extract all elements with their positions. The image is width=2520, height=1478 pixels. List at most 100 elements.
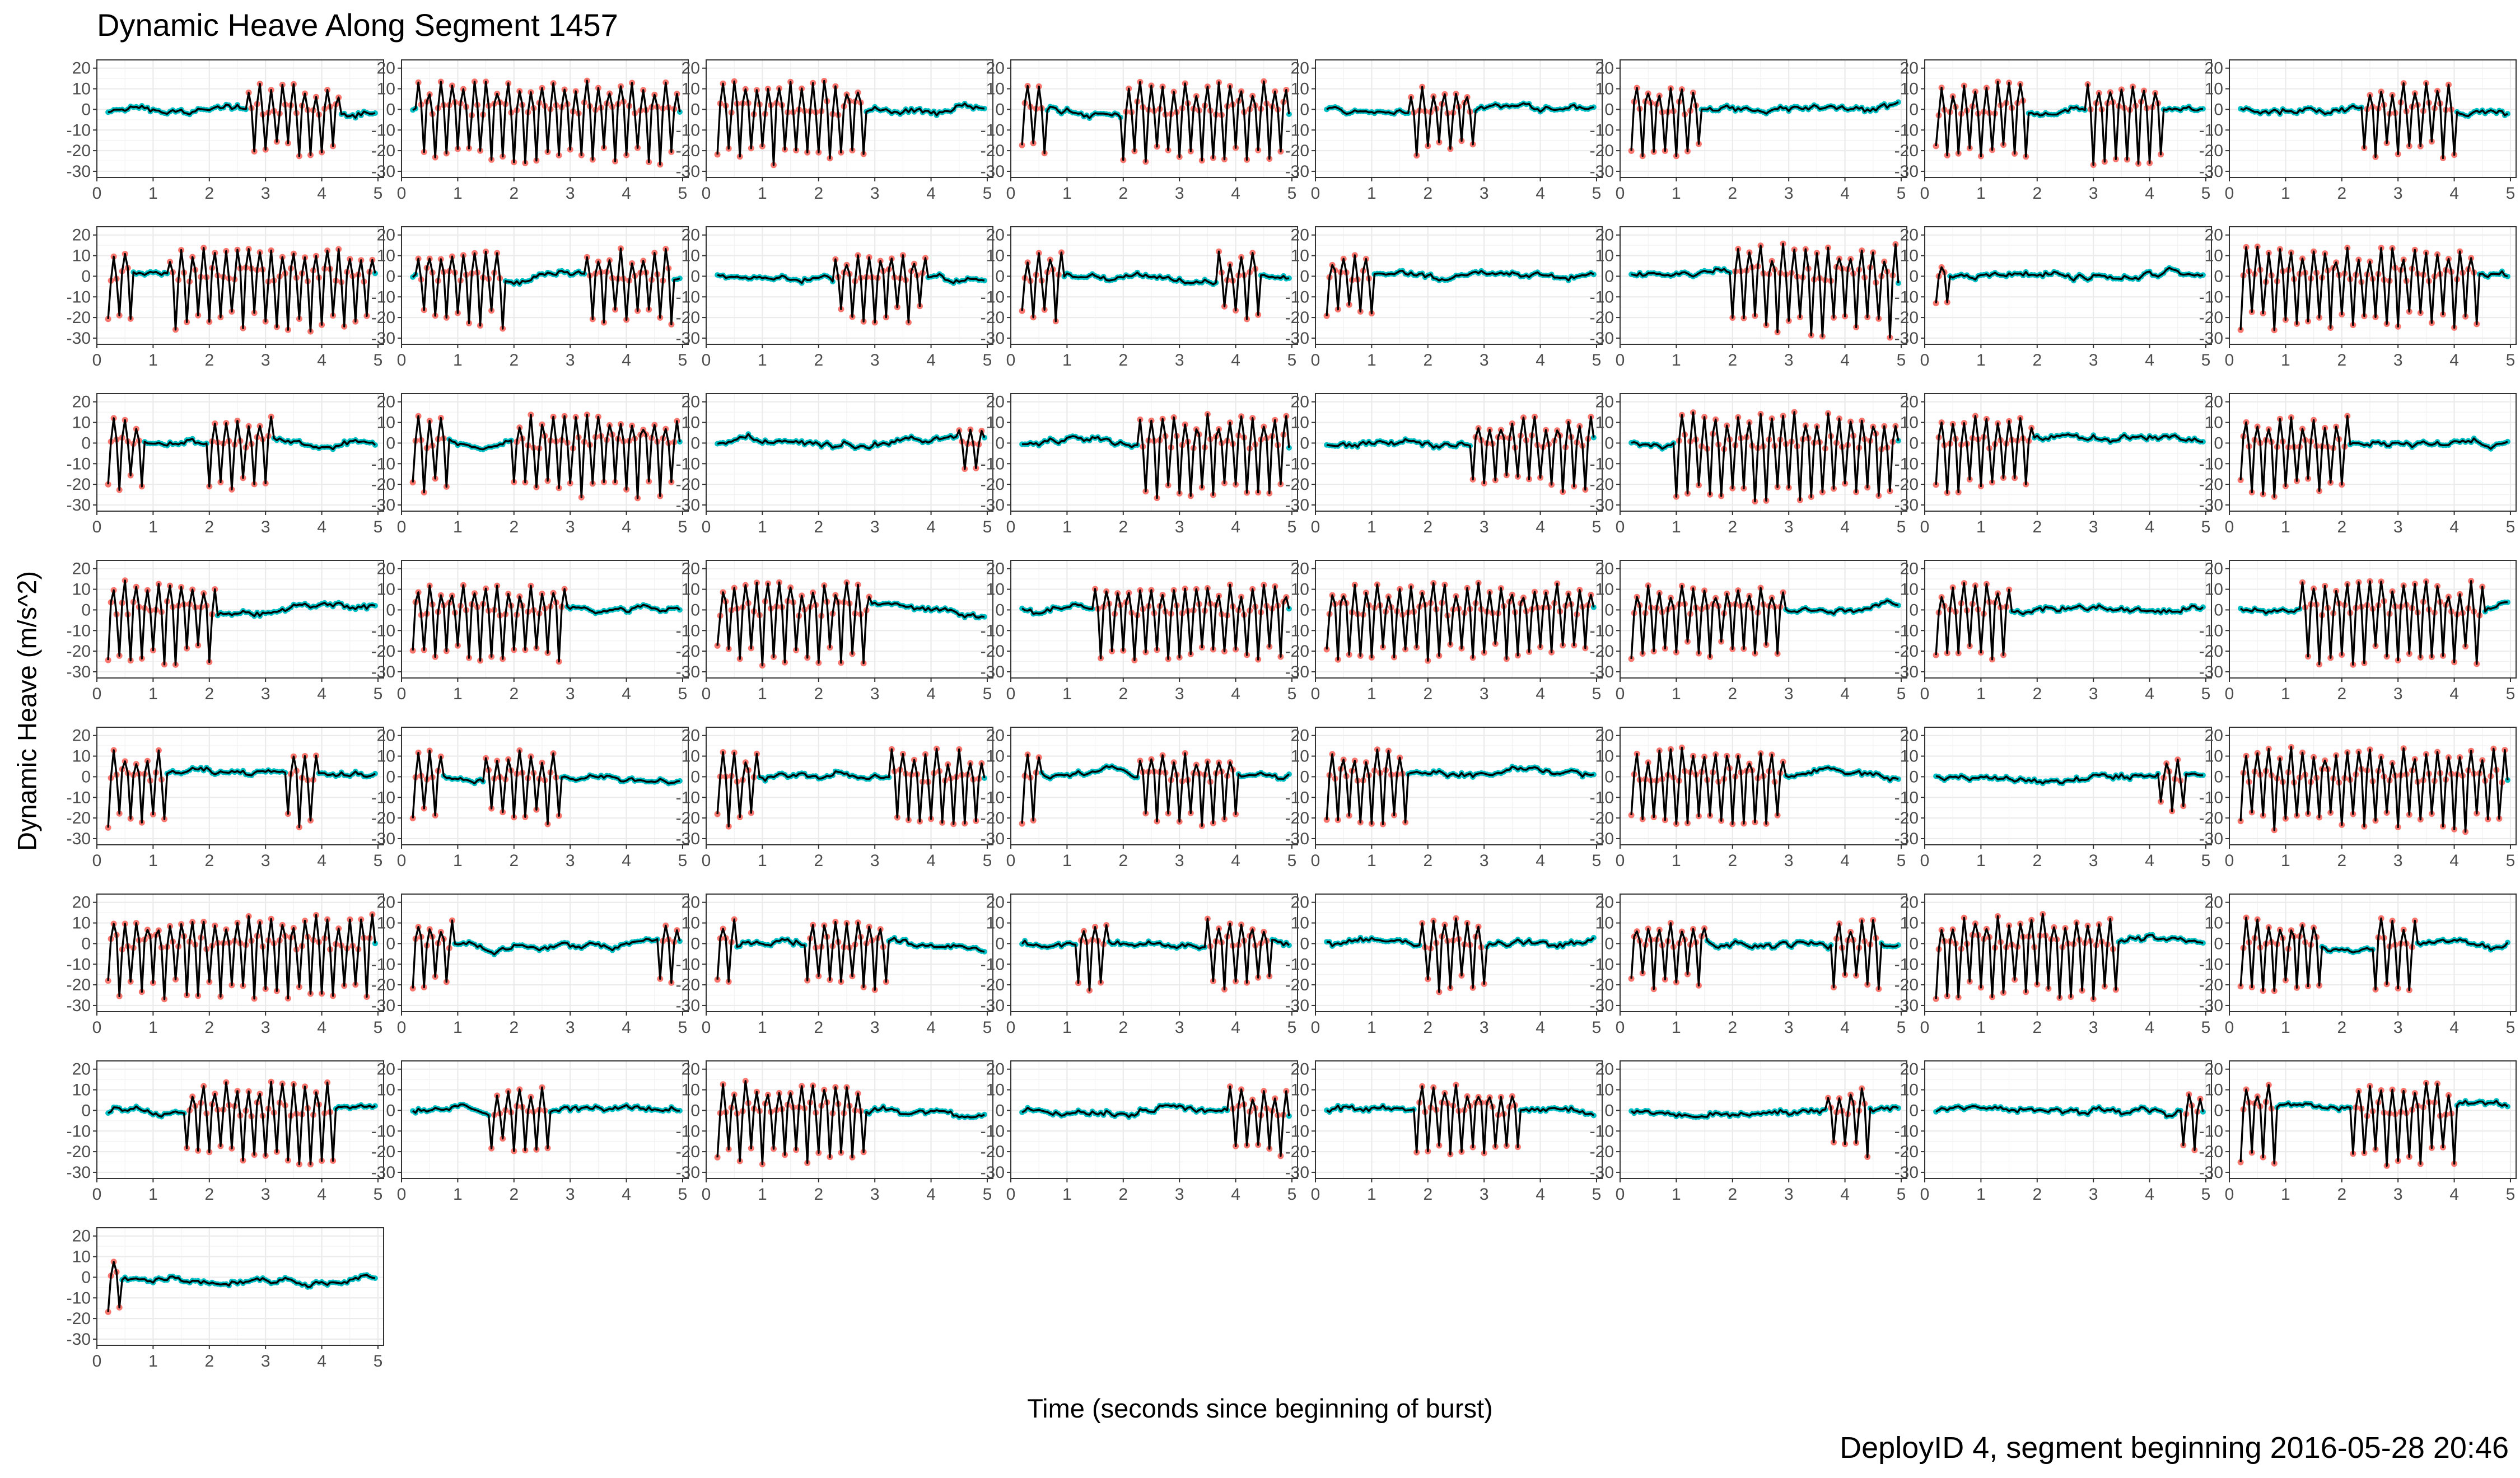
panel-border [401, 393, 689, 512]
y-tick-label: -30 [371, 162, 395, 181]
x-tick-label: 2 [814, 184, 823, 203]
y-tick-label: 0 [1300, 267, 1309, 286]
y-tick-label: 10 [2205, 247, 2223, 265]
y-tick-label: 10 [986, 414, 1005, 432]
x-tick-label: 3 [1480, 351, 1489, 370]
x-tick-label: 2 [1728, 351, 1737, 370]
x-tick-label: 3 [1784, 351, 1794, 370]
x-tick-label: 4 [317, 351, 326, 370]
x-tick-label: 3 [870, 351, 880, 370]
heave-series-line [1326, 254, 1594, 316]
y-tick-label: -30 [1590, 162, 1614, 181]
x-tick-label: 3 [1175, 351, 1184, 370]
y-tick-label: -10 [371, 621, 395, 640]
y-tick-label: -10 [1590, 121, 1614, 139]
y-tick-label: 0 [386, 601, 395, 619]
y-tick-label: -10 [1285, 621, 1309, 640]
x-tick-label: 5 [2506, 184, 2516, 203]
x-tick-label: 4 [2145, 518, 2154, 536]
y-tick-label: -20 [67, 475, 91, 494]
y-tick-label: -10 [67, 621, 91, 640]
panel-border [2229, 226, 2517, 345]
y-tick-label: -10 [2199, 288, 2223, 306]
x-tick-label: 2 [2032, 351, 2042, 370]
x-tick-label: 3 [1784, 184, 1794, 203]
y-tick-label: -20 [676, 475, 700, 494]
x-tick-label: 5 [678, 351, 688, 370]
x-tick-label: 4 [1536, 351, 1545, 370]
x-tick-label: 4 [926, 685, 936, 703]
x-tick-label: 4 [1231, 184, 1240, 203]
y-tick-label: 20 [1900, 560, 1919, 578]
x-tick-label: 3 [261, 518, 270, 536]
y-tick-label: 10 [72, 247, 91, 265]
y-tick-label: 0 [81, 267, 91, 286]
x-tick-label: 4 [2449, 351, 2459, 370]
y-tick-label: -20 [371, 308, 395, 327]
y-tick-label: -30 [2199, 663, 2223, 681]
x-tick-label: 3 [1175, 518, 1184, 536]
x-tick-label: 1 [148, 351, 158, 370]
panel-border [1315, 59, 1603, 178]
x-tick-label: 5 [1897, 518, 1906, 536]
x-tick-label: 2 [2337, 351, 2346, 370]
x-tick-label: 1 [758, 518, 767, 536]
x-tick-label: 1 [1367, 184, 1376, 203]
x-tick-label: 2 [509, 351, 519, 370]
panel-content [2237, 244, 2510, 334]
panel-background [1315, 394, 1602, 511]
y-tick-label: 0 [81, 100, 91, 119]
panel-background [97, 60, 384, 177]
x-tick-label: 3 [2393, 518, 2403, 536]
x-tick-label: 1 [453, 518, 463, 536]
heave-series-line [1935, 81, 2204, 166]
x-tick-label: 2 [204, 351, 214, 370]
x-tick-label: 1 [1062, 184, 1072, 203]
y-tick-label: 20 [1900, 393, 1919, 411]
y-tick-label: 20 [986, 226, 1005, 245]
y-tick-label: 20 [72, 560, 91, 578]
x-tick-label: 0 [2225, 351, 2234, 370]
x-tick-label: 0 [702, 685, 711, 703]
x-tick-label: 2 [2337, 685, 2346, 703]
y-tick-label: -10 [1894, 455, 1919, 473]
x-tick-label: 1 [148, 518, 158, 536]
y-tick-label: 0 [2214, 100, 2223, 119]
x-tick-label: 2 [204, 685, 214, 703]
x-tick-label: 2 [2337, 518, 2346, 536]
heave-series-line [107, 247, 376, 333]
x-tick-label: 2 [1423, 518, 1432, 536]
y-tick-label: -20 [676, 142, 700, 160]
y-tick-label: -20 [1285, 642, 1309, 661]
x-tick-label: 2 [2032, 685, 2042, 703]
x-tick-label: 0 [397, 351, 407, 370]
y-tick-label: 20 [72, 226, 91, 245]
x-tick-label: 0 [397, 685, 407, 703]
x-tick-label: 4 [622, 351, 631, 370]
y-tick-label: 0 [995, 434, 1005, 452]
x-tick-label: 2 [1423, 351, 1432, 370]
panel-content [715, 426, 987, 472]
x-tick-label: 2 [509, 184, 519, 203]
x-tick-label: 3 [261, 685, 270, 703]
y-tick-label: -20 [1285, 142, 1309, 160]
x-tick-label: 5 [983, 351, 992, 370]
x-tick-label: 5 [1897, 351, 1906, 370]
minor-gridlines [1315, 227, 1602, 344]
x-tick-label: 4 [622, 685, 631, 703]
heave-series-line [717, 254, 985, 324]
heave-series-line [412, 247, 680, 330]
y-tick-label: 0 [1909, 100, 1919, 119]
panel-border [1010, 59, 1298, 178]
x-tick-label: 4 [317, 518, 326, 536]
x-tick-label: 5 [374, 351, 383, 370]
